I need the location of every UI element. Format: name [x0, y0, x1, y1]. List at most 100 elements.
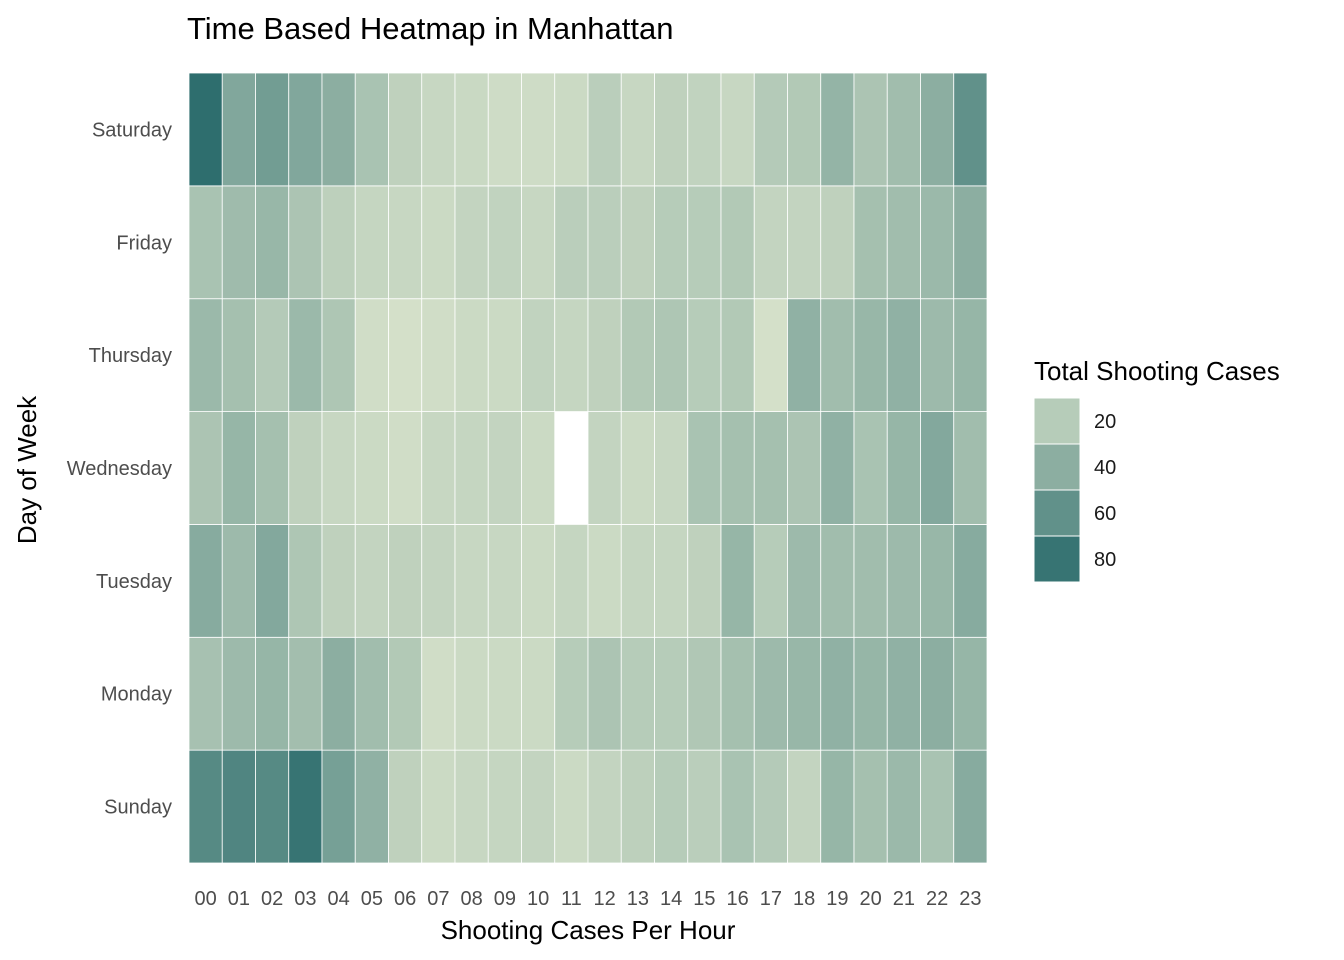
heatmap-cell [454, 749, 489, 864]
y-tick-label: Friday [116, 232, 172, 254]
heatmap-cell [288, 749, 323, 864]
heatmap-cell [753, 72, 788, 187]
heatmap-cell [687, 524, 722, 638]
heatmap-cell [255, 524, 290, 638]
x-tick-label: 22 [926, 888, 948, 910]
heatmap-cell [421, 524, 456, 638]
heatmap-cell [188, 185, 223, 300]
heatmap-cell [687, 298, 722, 412]
heatmap-cell [421, 72, 456, 187]
heatmap-cell [620, 298, 655, 412]
heatmap-cell [521, 185, 556, 300]
x-tick-label: 20 [860, 888, 882, 910]
x-tick-label: 02 [261, 888, 283, 910]
heatmap-cell [288, 636, 323, 751]
heatmap-cell [787, 636, 822, 751]
heatmap-cell [487, 298, 522, 412]
heatmap-cell [354, 185, 389, 300]
heatmap-cell [820, 411, 855, 525]
heatmap-cell [388, 72, 423, 187]
heatmap-cell [421, 185, 456, 300]
heatmap-cell [720, 411, 755, 525]
heatmap-cell [920, 749, 955, 864]
heatmap-cell [255, 72, 290, 187]
heatmap-cell [753, 298, 788, 412]
heatmap-cells [188, 72, 988, 864]
x-tick-label: 06 [394, 888, 416, 910]
heatmap-cell [953, 72, 988, 187]
heatmap-cell [753, 524, 788, 638]
heatmap-cell [421, 411, 456, 525]
heatmap-cell [388, 749, 423, 864]
heatmap-cell [454, 524, 489, 638]
heatmap-cell [221, 298, 256, 412]
heatmap-cell [920, 636, 955, 751]
heatmap-cell [654, 72, 689, 187]
x-tick-label: 00 [195, 888, 217, 910]
heatmap-cell [221, 749, 256, 864]
heatmap-cell [554, 298, 589, 412]
heatmap-cell [255, 636, 290, 751]
x-tick-label: 05 [361, 888, 383, 910]
heatmap-cell [354, 411, 389, 525]
heatmap-cell [487, 636, 522, 751]
heatmap-cell [953, 636, 988, 751]
heatmap-cell [554, 411, 588, 525]
heatmap-cell [221, 411, 256, 525]
heatmap-cell [886, 636, 921, 751]
x-tick-label: 01 [228, 888, 250, 910]
heatmap-cell [587, 749, 622, 864]
heatmap-cell [753, 749, 788, 864]
y-tick-label: Monday [101, 684, 172, 706]
x-tick-label: 04 [328, 888, 350, 910]
heatmap-cell [487, 411, 522, 525]
legend-key-swatch [1033, 489, 1081, 537]
heatmap-cell [255, 749, 290, 864]
x-tick-label: 12 [594, 888, 616, 910]
x-tick-label: 13 [627, 888, 649, 910]
heatmap-cell [221, 72, 256, 187]
heatmap-cell [953, 749, 988, 864]
heatmap-cell [221, 185, 256, 300]
heatmap-cell [720, 749, 755, 864]
heatmap-cell [886, 411, 921, 525]
heatmap-cell [853, 636, 888, 751]
heatmap-cell [886, 749, 921, 864]
heatmap-cell [687, 72, 722, 187]
heatmap-cell [487, 185, 522, 300]
heatmap-cell [521, 72, 556, 187]
heatmap-cell [188, 749, 223, 864]
heatmap-cell [421, 749, 456, 864]
legend-key-label: 80 [1094, 549, 1116, 571]
heatmap-cell [920, 185, 955, 300]
x-tick-label: 18 [793, 888, 815, 910]
heatmap-cell [654, 298, 689, 412]
legend-key-label: 60 [1094, 503, 1116, 525]
heatmap-cell [654, 185, 689, 300]
legend: Total Shooting Cases 20 40 60 80 [1033, 356, 1280, 583]
heatmap-cell [886, 185, 921, 300]
heatmap-cell [654, 749, 689, 864]
heatmap-cell [753, 411, 788, 525]
heatmap-cell [620, 524, 655, 638]
heatmap-cell [853, 749, 888, 864]
heatmap-cell [421, 636, 456, 751]
heatmap-cell [521, 298, 556, 412]
heatmap-cell [587, 636, 622, 751]
heatmap-cell [720, 72, 755, 187]
heatmap-cell [421, 298, 456, 412]
legend-key-label: 40 [1094, 457, 1116, 479]
heatmap-cell [554, 636, 589, 751]
heatmap-cell [620, 749, 655, 864]
heatmap-cell [820, 298, 855, 412]
heatmap-cell [886, 298, 921, 412]
heatmap-cell [620, 185, 655, 300]
heatmap-cell [587, 524, 622, 638]
y-tick-label: Thursday [89, 345, 172, 367]
x-tick-label: 03 [294, 888, 316, 910]
heatmap-cell [886, 72, 921, 187]
heatmap-cell [720, 636, 755, 751]
heatmap-cell [454, 185, 489, 300]
heatmap-cell [820, 749, 855, 864]
heatmap-cell [720, 524, 755, 638]
